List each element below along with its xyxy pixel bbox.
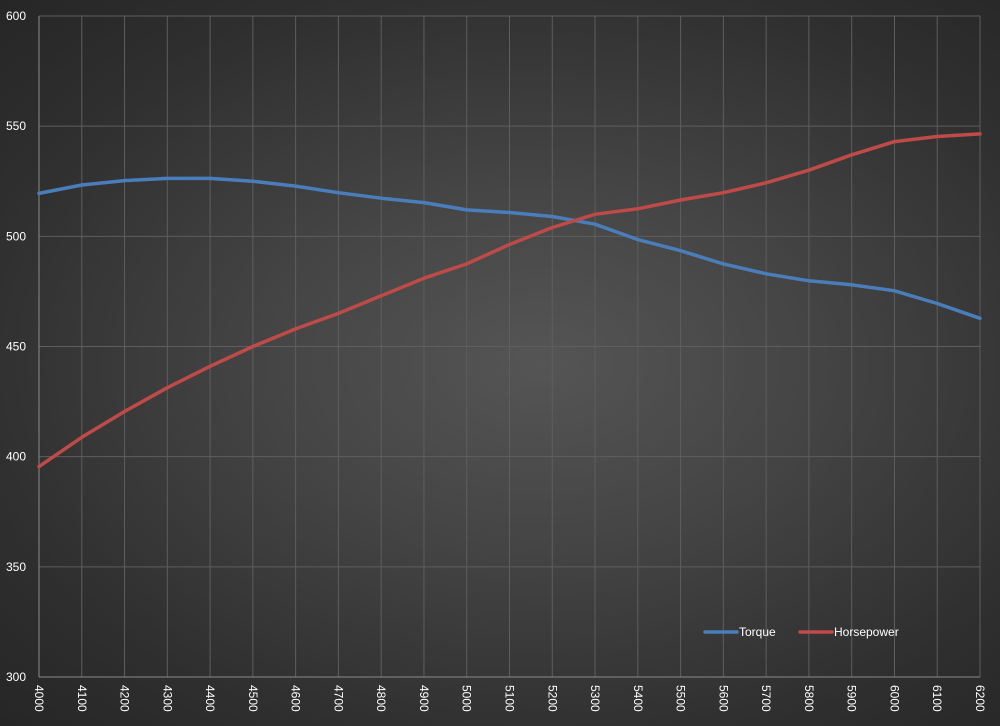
- x-tick-label: 4700: [331, 685, 345, 712]
- x-tick-label: 4400: [203, 685, 217, 712]
- x-tick-label: 6200: [973, 685, 987, 712]
- y-tick-label: 300: [6, 670, 26, 684]
- x-tick-label: 4300: [160, 685, 174, 712]
- x-tick-label: 4100: [75, 685, 89, 712]
- x-tick-label: 4800: [374, 685, 388, 712]
- x-tick-label: 5900: [845, 685, 859, 712]
- x-tick-label: 4000: [32, 685, 46, 712]
- legend-label-horsepower: Horsepower: [834, 625, 899, 639]
- x-tick-label: 4600: [289, 685, 303, 712]
- x-tick-label: 5400: [631, 685, 645, 712]
- y-tick-label: 400: [6, 450, 26, 464]
- x-tick-label: 5100: [503, 685, 517, 712]
- x-tick-label: 4900: [417, 685, 431, 712]
- x-tick-label: 6100: [930, 685, 944, 712]
- tick-labels: 300 350 400 450 500 550 600 4000 4100 4200 4300 440…: [6, 9, 987, 712]
- x-tick-label: 6000: [887, 685, 901, 712]
- x-tick-label: 5000: [460, 685, 474, 712]
- series-lines: [37, 132, 982, 469]
- x-tick-label: 4200: [118, 685, 132, 712]
- x-tick-label: 5200: [545, 685, 559, 712]
- legend: Torque Horsepower: [703, 625, 899, 639]
- y-tick-label: 500: [6, 229, 26, 243]
- x-tick-label: 5600: [716, 685, 730, 712]
- y-tick-label: 450: [6, 340, 26, 354]
- x-tick-label: 5300: [588, 685, 602, 712]
- gridlines: [39, 15, 981, 677]
- series-line-horsepower: [37, 132, 982, 469]
- axes: [38, 16, 980, 678]
- y-tick-label: 600: [6, 9, 26, 23]
- x-tick-label: 5700: [759, 685, 773, 712]
- legend-label-torque: Torque: [739, 625, 776, 639]
- y-tick-label: 550: [6, 119, 26, 133]
- x-tick-label: 5800: [802, 685, 816, 712]
- series-line-torque: [37, 176, 982, 321]
- y-tick-label: 350: [6, 560, 26, 574]
- x-tick-label: 5500: [674, 685, 688, 712]
- x-tick-label: 4500: [246, 685, 260, 712]
